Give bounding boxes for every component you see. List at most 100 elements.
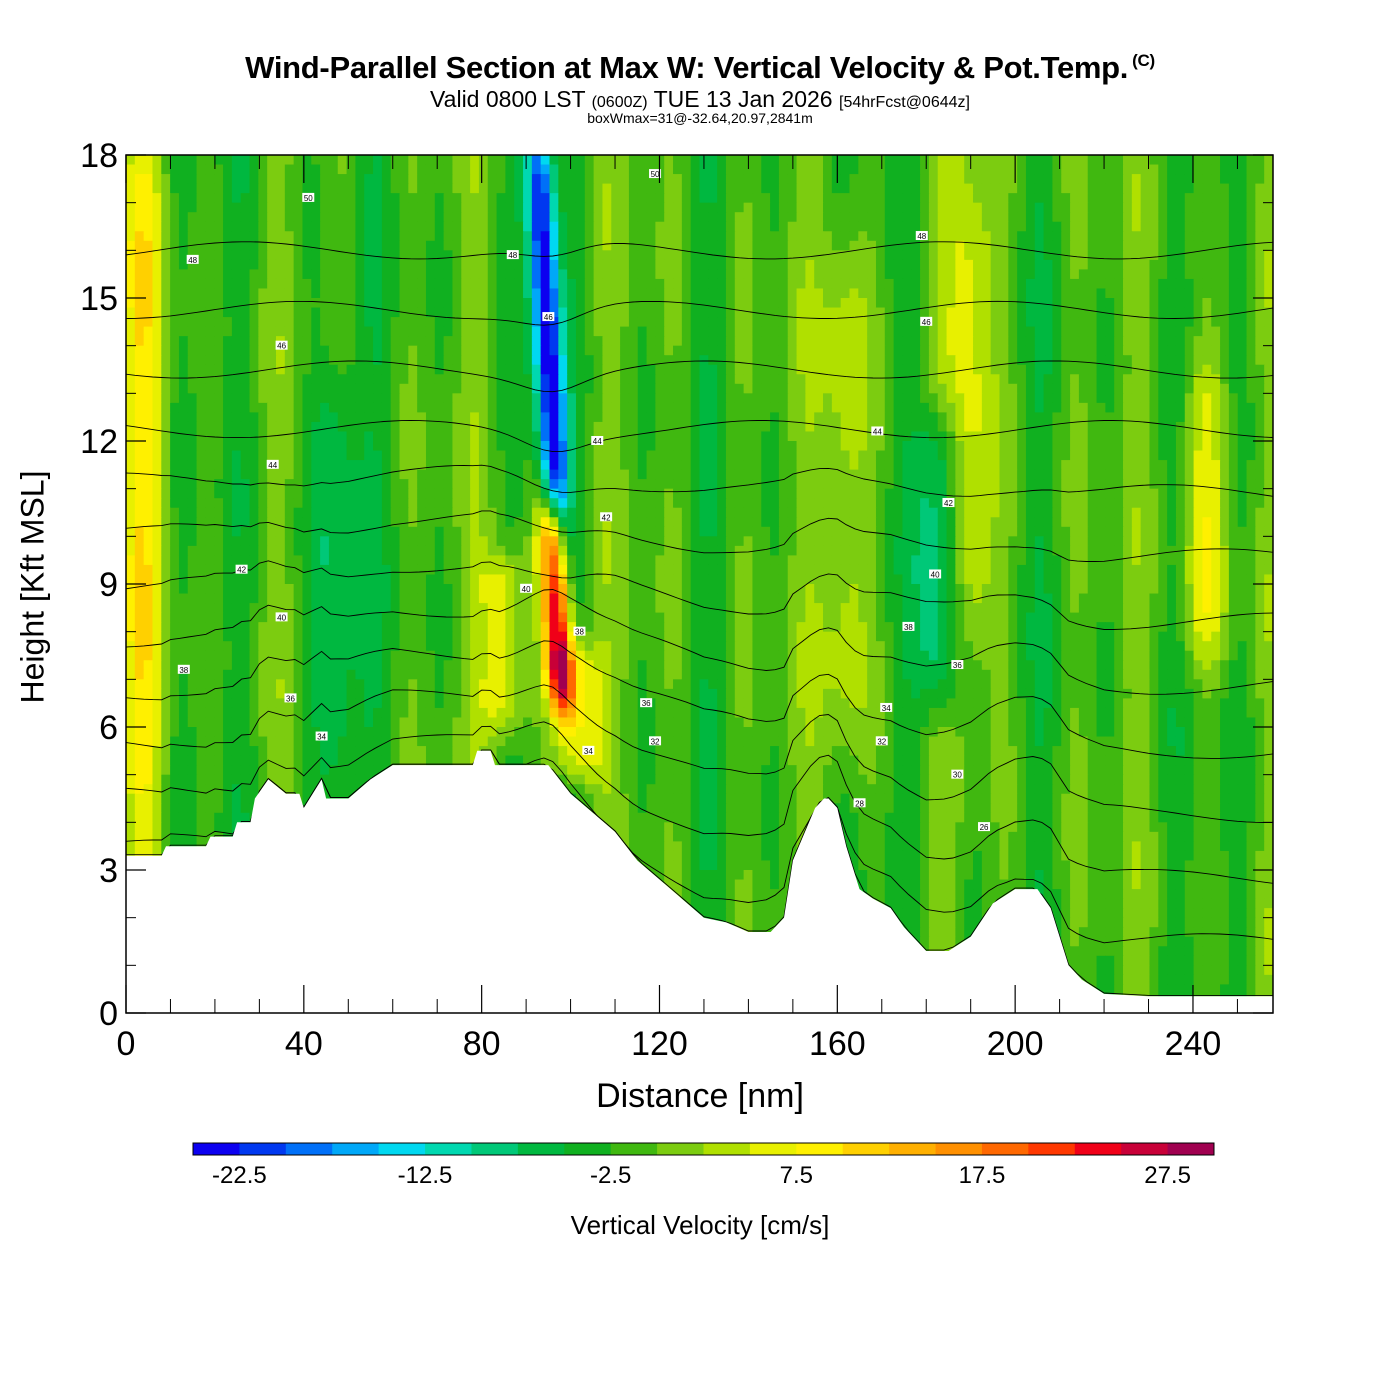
velocity-cell (593, 259, 604, 270)
velocity-cell (946, 193, 956, 204)
velocity-cell (126, 402, 136, 413)
velocity-cell (937, 212, 948, 223)
velocity-cell (196, 202, 206, 213)
velocity-cell (646, 336, 656, 347)
velocity-cell (1264, 421, 1273, 433)
velocity-cell (214, 164, 224, 175)
velocity-cell (611, 460, 621, 471)
velocity-cell (496, 221, 506, 232)
velocity-cell (867, 431, 877, 442)
velocity-cell (1123, 507, 1133, 518)
velocity-cell (514, 393, 524, 404)
velocity-cell (814, 412, 824, 423)
velocity-cell (1070, 240, 1080, 251)
velocity-cell (540, 402, 551, 413)
velocity-cell (258, 421, 268, 433)
velocity-cell (946, 183, 956, 194)
velocity-cell (1140, 288, 1151, 299)
velocity-cell (311, 298, 321, 309)
velocity-cell (637, 336, 648, 347)
velocity-cell (161, 393, 171, 404)
velocity-cell (743, 212, 754, 223)
velocity-cell (875, 460, 886, 471)
velocity-cell (1228, 421, 1239, 433)
velocity-cell (840, 193, 851, 204)
velocity-cell (267, 231, 277, 242)
velocity-cell (770, 345, 780, 356)
velocity-cell (1237, 250, 1248, 261)
velocity-cell (875, 288, 886, 299)
velocity-cell (373, 259, 383, 270)
velocity-cell (902, 364, 912, 375)
velocity-cell (1237, 421, 1248, 433)
velocity-cell (267, 450, 277, 461)
velocity-cell (990, 202, 1001, 213)
velocity-cell (699, 212, 709, 223)
velocity-cell (752, 240, 762, 251)
velocity-cell (1061, 307, 1071, 318)
velocity-cell (496, 212, 506, 223)
velocity-cell (743, 355, 754, 366)
velocity-cell (778, 288, 789, 299)
velocity-cell (999, 326, 1009, 337)
velocity-cell (778, 174, 789, 185)
velocity-cell (973, 431, 983, 442)
velocity-cell (1105, 355, 1115, 366)
velocity-cell (417, 326, 427, 337)
velocity-cell (805, 259, 815, 270)
velocity-cell (1061, 498, 1071, 509)
velocity-cell (328, 259, 339, 270)
velocity-cell (275, 269, 286, 280)
velocity-cell (514, 307, 524, 318)
velocity-cell (875, 383, 886, 394)
velocity-cell (1052, 441, 1062, 452)
velocity-cell (302, 402, 312, 413)
velocity-cell (478, 421, 489, 433)
velocity-cell (452, 450, 462, 461)
velocity-cell (981, 345, 992, 356)
velocity-cell (267, 288, 277, 299)
velocity-cell (328, 364, 339, 375)
velocity-cell (770, 460, 780, 471)
velocity-cell (1184, 431, 1195, 442)
velocity-cell (390, 441, 401, 452)
velocity-cell (743, 288, 754, 299)
velocity-cell (1105, 174, 1115, 185)
velocity-cell (443, 507, 454, 518)
velocity-cell (1255, 212, 1265, 223)
velocity-cell (1140, 221, 1151, 232)
velocity-cell (770, 421, 780, 433)
velocity-cell (1114, 288, 1124, 299)
velocity-cell (628, 193, 639, 204)
velocity-cell (646, 250, 656, 261)
velocity-cell (937, 345, 948, 356)
velocity-cell (884, 155, 895, 166)
velocity-cell (1114, 183, 1124, 194)
velocity-cell (161, 498, 171, 509)
velocity-cell (134, 450, 145, 461)
velocity-cell (725, 269, 736, 280)
velocity-cell (1255, 326, 1265, 337)
velocity-cell (249, 421, 259, 433)
velocity-cell (178, 307, 189, 318)
velocity-cell (1061, 450, 1071, 461)
velocity-cell (1070, 374, 1080, 385)
velocity-cell (673, 374, 683, 385)
velocity-cell (478, 326, 489, 337)
velocity-cell (1061, 155, 1071, 166)
velocity-cell (1070, 479, 1080, 490)
velocity-cell (487, 231, 498, 242)
velocity-cell (805, 221, 815, 232)
velocity-cell (337, 259, 348, 270)
velocity-cell (267, 326, 277, 337)
velocity-cell (867, 507, 877, 518)
velocity-cell (1184, 336, 1195, 347)
velocity-cell (673, 383, 683, 394)
velocity-cell (911, 450, 921, 461)
velocity-cell (1246, 441, 1256, 452)
velocity-cell (920, 326, 930, 337)
velocity-cell (487, 479, 498, 490)
velocity-cell (1149, 250, 1159, 261)
velocity-cell (443, 250, 454, 261)
velocity-cell (152, 164, 162, 175)
